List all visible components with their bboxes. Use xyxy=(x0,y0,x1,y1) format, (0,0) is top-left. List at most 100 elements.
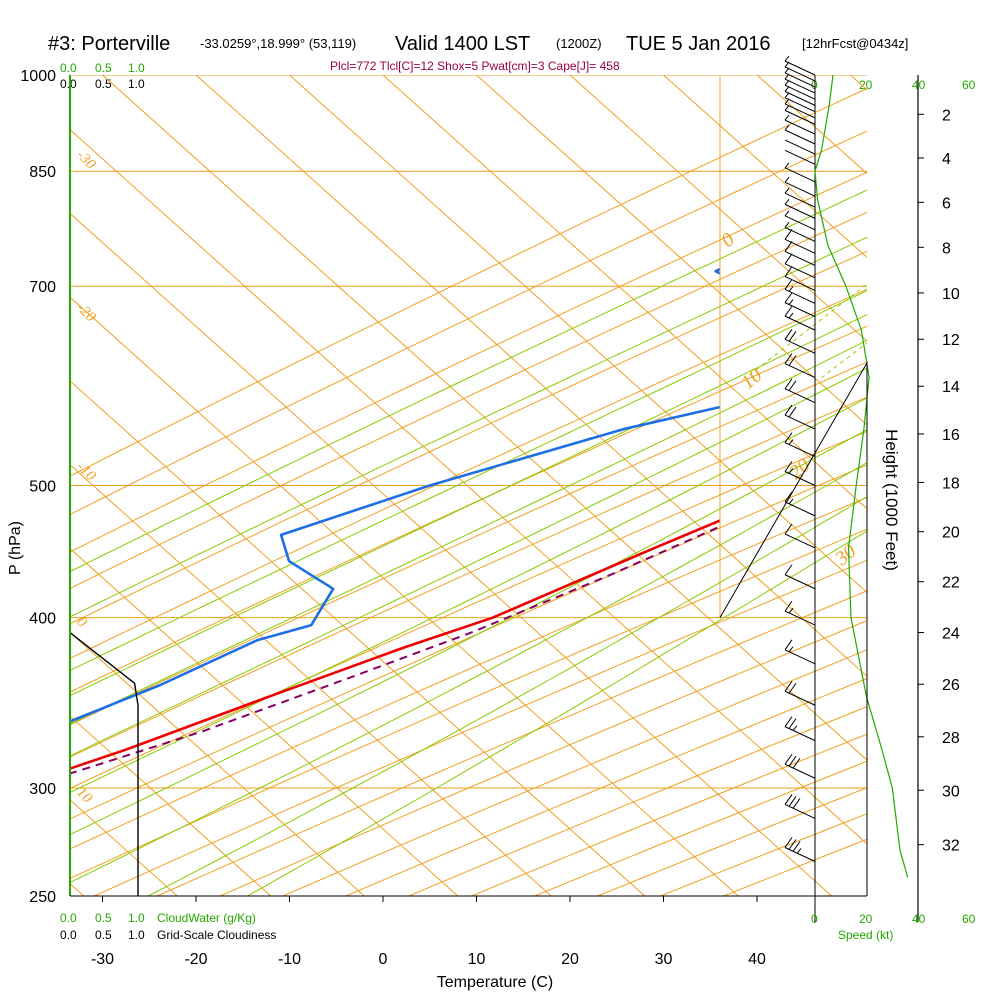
wind-barb-flag xyxy=(784,86,790,92)
cloudiness-tick: 1.0 xyxy=(128,77,145,91)
wind-barb-flag xyxy=(788,468,794,474)
wind-barb-flag xyxy=(784,124,790,131)
cloudwater-tick: 0.0 xyxy=(60,911,77,925)
speed-tick: 20 xyxy=(859,912,873,926)
wind-barb-flag xyxy=(784,353,793,364)
top-speed-scale: 0 20 40 60 xyxy=(811,78,976,92)
background-grid xyxy=(70,75,1000,896)
valid-date: TUE 5 Jan 2016 xyxy=(626,33,771,55)
isotherm-line xyxy=(102,75,867,761)
dry-adiabat-line xyxy=(70,171,867,553)
pressure-axis-label: P (hPa) xyxy=(7,521,24,575)
isotherm-label: -30 xyxy=(73,147,99,173)
temperature-tick-label: 20 xyxy=(561,951,579,968)
wind-barb xyxy=(784,84,816,100)
dry-adiabat-line xyxy=(70,430,867,789)
dry-adiabat-line xyxy=(70,250,867,625)
moist-adiabat-line xyxy=(247,530,867,896)
wind-barb xyxy=(784,129,816,145)
wind-barb-flag xyxy=(784,461,793,472)
temperature-tick-label: 40 xyxy=(748,951,766,968)
pressure-tick-label: 300 xyxy=(29,781,56,798)
wind-barb xyxy=(784,288,816,304)
wind-barb-flag xyxy=(784,716,793,727)
wind-barb-flag xyxy=(784,241,793,252)
dry-adiabat-line xyxy=(70,361,867,726)
speed-tick: 0 xyxy=(811,912,818,926)
wind-barb-flag xyxy=(784,199,790,205)
cloudiness-tick: 0.5 xyxy=(95,77,112,91)
isotherm-line xyxy=(70,715,272,896)
wind-barb xyxy=(784,533,816,549)
wind-barb xyxy=(784,726,816,742)
moist-adiabat-line xyxy=(70,236,867,618)
wind-barb-flag xyxy=(784,162,790,169)
height-tick-label: 14 xyxy=(942,379,960,396)
bottom-speed-scale: 0 20 40 60 Speed (kt) xyxy=(811,912,976,942)
wind-barb xyxy=(784,414,816,430)
wind-barb xyxy=(784,103,816,119)
dry-adiabat-line xyxy=(156,590,867,896)
wind-barb xyxy=(784,215,816,231)
wind-barb-flag xyxy=(788,607,794,614)
panel-boundary xyxy=(719,361,868,896)
wind-barb-flag xyxy=(788,718,797,729)
height-tick-label: 12 xyxy=(942,332,960,349)
isotherm-label: 0 xyxy=(73,614,90,631)
temperature-tick-label: 10 xyxy=(468,951,486,968)
temperature-tick-label: 30 xyxy=(655,951,673,968)
wind-barb xyxy=(784,97,816,113)
mixing-ratio-line xyxy=(990,75,1000,378)
speed-tick: 60 xyxy=(962,912,976,926)
wind-barb-flag xyxy=(784,753,793,765)
pressure-tick-label: 400 xyxy=(29,611,56,628)
wind-barb xyxy=(784,363,816,378)
wind-barb xyxy=(784,250,816,266)
isotherm-line xyxy=(70,464,552,896)
dry-adiabat-line xyxy=(70,130,867,516)
wind-barb xyxy=(784,181,816,197)
pressure-tick-label: 850 xyxy=(29,164,56,181)
wind-barb xyxy=(784,109,816,125)
moist-adiabat-line xyxy=(70,367,867,757)
isotherm-line xyxy=(382,75,867,510)
wind-barb-flag xyxy=(784,305,793,317)
wind-barb xyxy=(784,574,816,590)
wind-barb xyxy=(784,649,816,665)
cloudwater-tick: 0.5 xyxy=(95,911,112,925)
height-tick-label: 24 xyxy=(942,626,960,643)
wind-barb-flag xyxy=(784,794,793,805)
moist-adiabat-line xyxy=(70,462,867,884)
wind-barb-flag xyxy=(784,222,790,228)
station-title: #3: Porterville xyxy=(48,33,170,55)
wind-barb-flag xyxy=(788,682,797,694)
wind-barb-flag xyxy=(784,79,790,86)
wind-barb xyxy=(784,167,816,183)
cloud-profile xyxy=(69,632,139,896)
wind-barb xyxy=(784,139,816,155)
wind-barb-flag xyxy=(788,355,797,366)
mixing-ratio-line xyxy=(869,75,1000,378)
station-coords: -33.0259°,18.999° (53,119) xyxy=(200,36,356,51)
height-tick-label: 16 xyxy=(942,427,960,444)
isotherm-line xyxy=(70,380,646,896)
wind-barb-flag xyxy=(788,286,794,292)
cloudwater-tick: 1.0 xyxy=(128,911,145,925)
isotherm-line xyxy=(569,75,867,342)
wind-barb-flag xyxy=(784,523,793,535)
pressure-tick-label: 500 xyxy=(29,479,56,496)
cloudiness-label: Grid-Scale Cloudiness xyxy=(157,928,276,942)
temperature-tick-label: 0 xyxy=(379,951,388,968)
isotherm-line xyxy=(850,75,867,91)
temperature-tick-label: -30 xyxy=(91,951,114,968)
dry-adiabat-line xyxy=(70,464,867,820)
moist-adiabat-line xyxy=(70,339,867,725)
wind-barb xyxy=(784,238,816,254)
wind-barb-flag xyxy=(788,312,794,319)
wind-barb xyxy=(784,610,816,626)
height-axis-label: Height (1000 Feet) xyxy=(882,429,901,571)
isotherm-line xyxy=(195,75,867,677)
wind-barb xyxy=(784,203,816,219)
temperature-tick-label: -20 xyxy=(184,951,207,968)
isotherm-line xyxy=(663,75,867,259)
